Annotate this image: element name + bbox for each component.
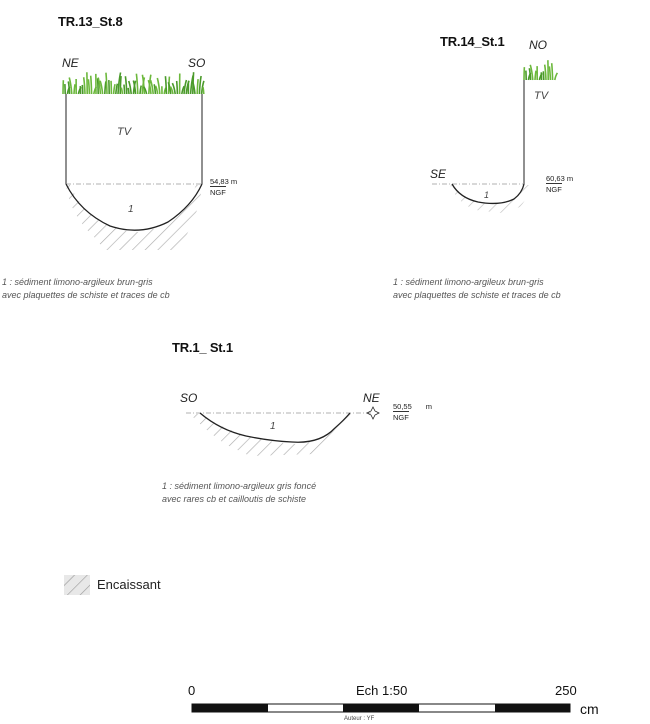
topsoil-label-tr14: TV — [534, 90, 549, 102]
grass-tr14 — [523, 60, 559, 81]
grass-blade — [135, 73, 139, 95]
grass-blade — [89, 75, 93, 95]
grass-blade — [143, 86, 148, 95]
orientation-right-tr14: NO — [529, 38, 547, 52]
grass-blade — [124, 76, 128, 95]
grass-blade — [115, 83, 119, 95]
grass-blade — [183, 79, 188, 95]
altitude-unit-tr1: m — [425, 402, 433, 411]
orientation-right-tr13: SO — [188, 56, 206, 70]
altitude-tr14: 60,63 m NGF — [546, 174, 573, 194]
section-title-tr13: TR.13_St.8 — [58, 14, 123, 29]
grass-blade — [141, 74, 146, 95]
scale-title: Ech 1:50 — [356, 683, 408, 698]
grass-blade — [139, 85, 143, 95]
scale-unit: cm — [580, 701, 599, 717]
grass-blade — [105, 72, 108, 95]
orientation-right-tr1: NE — [363, 391, 380, 405]
altitude-value-tr14: 60,63 m — [546, 174, 574, 183]
grass-blade — [164, 76, 168, 95]
caption-tr14: 1 : sédiment limono-argileux brun-gris a… — [393, 276, 561, 302]
caption-line1-tr13: 1 : sédiment limono-argileux brun-gris — [2, 277, 153, 287]
caption-tr13: 1 : sédiment limono-argileux brun-gris a… — [2, 276, 170, 302]
grass-blade — [181, 85, 185, 95]
author-credit: Auteur : YF — [344, 716, 375, 722]
altitude-value-tr13: 54,83 m — [210, 177, 238, 186]
caption-line1-tr1: 1 : sédiment limono-argileux gris foncé — [162, 481, 317, 491]
grass-blade — [96, 78, 99, 95]
grass-blade — [67, 81, 71, 95]
grass-blade — [123, 84, 126, 95]
altitude-tr1: 50,55 m NGF — [393, 402, 432, 422]
altitude-tr13: 54,83 m NGF — [210, 177, 237, 197]
fill-number-tr14: 1 — [484, 190, 490, 200]
fill-number-tr13: 1 — [128, 204, 134, 215]
grass-blade — [202, 87, 205, 95]
topsoil-label-tr13: TV — [117, 126, 132, 138]
grass-blade — [73, 84, 76, 95]
grass-blade — [132, 80, 137, 95]
altitude-ref-tr13: NGF — [210, 186, 226, 197]
grass-blade — [528, 68, 532, 81]
grass-blade — [127, 80, 132, 95]
orientation-left-tr14: SE — [430, 167, 447, 181]
grass-blade — [156, 77, 161, 95]
grass-blade — [554, 72, 559, 81]
grass-blade — [167, 81, 172, 95]
caption-line2-tr13: avec plaquettes de schiste et traces de … — [2, 290, 170, 300]
grass-blade — [191, 80, 196, 95]
grass-blade — [119, 75, 122, 95]
caption-line2-tr1: avec rares cb et cailloutis de schiste — [162, 494, 307, 504]
grass-blade — [198, 75, 202, 95]
grass-blade — [534, 70, 537, 81]
grass-blade — [548, 66, 552, 81]
grass-blade — [127, 87, 130, 95]
grass-blade — [112, 84, 116, 95]
grass-blade — [529, 64, 534, 81]
grass-blade — [175, 80, 179, 95]
grass-blade — [120, 87, 124, 95]
altitude-ref-tr1: NGF — [393, 411, 409, 422]
grass-blade — [82, 77, 86, 95]
grass-blade — [99, 80, 104, 95]
legend-label: Encaissant — [97, 577, 161, 592]
grass-blade — [200, 80, 205, 95]
section-title-tr14: TR.14_St.1 — [440, 34, 505, 49]
fill-number-tr1: 1 — [270, 421, 276, 432]
grass-blade — [154, 85, 159, 95]
grass-blade — [104, 81, 107, 95]
scale-start-label: 0 — [188, 683, 196, 698]
grass-blade — [550, 63, 554, 81]
grass-tr13 — [62, 72, 205, 95]
scale-end-label: 250 — [555, 683, 577, 698]
grass-blade — [171, 82, 176, 95]
grass-blade — [543, 64, 547, 81]
grass-blade — [68, 77, 73, 95]
grass-blade — [117, 72, 122, 95]
section-title-tr1: TR.1_ St.1 — [172, 340, 233, 355]
grass-blade — [147, 79, 152, 95]
grass-blade — [169, 86, 174, 95]
orientation-left-tr13: NE — [62, 56, 79, 70]
caption-tr1: 1 : sédiment limono-argileux gris foncé … — [162, 480, 316, 506]
grass-blade — [87, 79, 91, 95]
grass-blade — [97, 77, 102, 95]
grass-blade — [196, 79, 199, 95]
altitude-ref-tr14: NGF — [546, 183, 562, 194]
caption-line2-tr14: avec plaquettes de schiste et traces de … — [393, 290, 561, 300]
grass-blade — [149, 79, 154, 95]
grass-blade — [153, 84, 157, 95]
caption-line1-tr14: 1 : sédiment limono-argileux brun-gris — [393, 277, 544, 287]
orientation-left-tr1: SO — [180, 391, 198, 405]
benchmark-icon — [366, 406, 380, 420]
altitude-value-tr1: 50,55 — [393, 402, 412, 411]
